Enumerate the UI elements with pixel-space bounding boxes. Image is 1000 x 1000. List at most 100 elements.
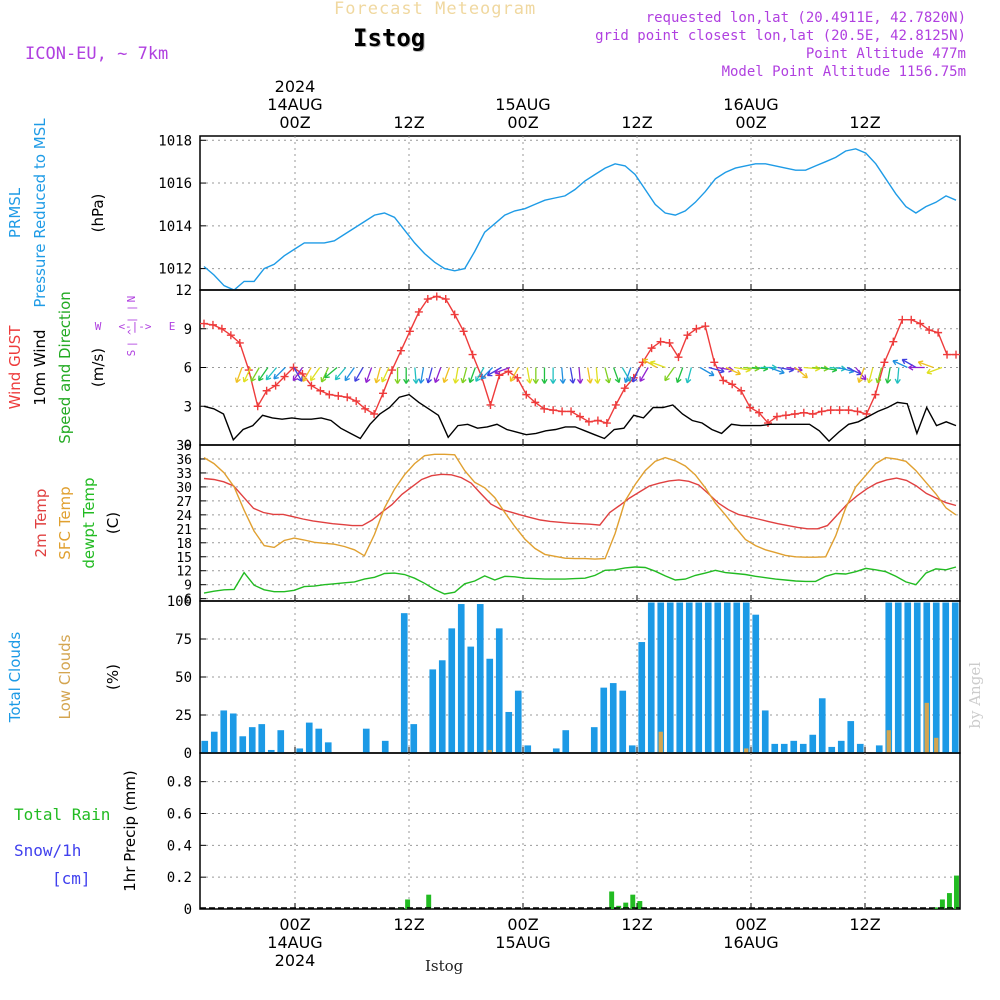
product-title: Forecast Meteogram: [334, 0, 537, 19]
precip-bar: [932, 907, 938, 909]
clouds-bar: [429, 669, 437, 753]
wind-arrow-head: [576, 378, 584, 384]
temperature-ytick-label: 36: [176, 453, 192, 468]
wind-gust-point: [737, 386, 746, 395]
wind-gust-point: [441, 295, 450, 304]
wind-arrow-shaft: [243, 367, 252, 383]
wind-arrow-shaft: [876, 367, 883, 384]
wind-gust-point: [844, 406, 853, 415]
wind-arrow-shaft: [324, 367, 338, 379]
pressure-series-0: [203, 148, 957, 291]
wind-direction-arrow: [569, 367, 576, 384]
bottom-date-label: 14AUG: [267, 933, 322, 952]
wind-direction-arrow: [639, 367, 649, 382]
wind-arrow-shaft: [461, 367, 468, 384]
precip-bar: [405, 899, 411, 909]
wind-arrow-shaft: [664, 367, 675, 381]
wind-arrow-head: [452, 378, 460, 384]
wind-arrow-shaft: [743, 366, 760, 370]
wind-direction-arrow: [442, 367, 451, 384]
wind-gust-point: [692, 324, 701, 333]
wind-gust-point: [943, 350, 952, 359]
bottom-time-label: 00Z: [735, 915, 766, 934]
wind-direction-arrow: [425, 367, 433, 384]
clouds-ytick-label: 25: [175, 708, 192, 724]
wind-direction-arrow: [452, 367, 460, 384]
wind-gust-point: [325, 390, 334, 399]
wind-gust-point: [674, 353, 683, 362]
wind-arrow-shaft: [321, 367, 330, 383]
bottom-time-label: 12Z: [849, 915, 880, 934]
clouds-ylabel-2: (%): [104, 664, 122, 690]
wind-direction-arrow: [418, 367, 425, 384]
clouds-bar: [514, 690, 522, 753]
bottom-date-label: 16AUG: [723, 933, 778, 952]
clouds-bar: [305, 722, 313, 753]
clouds-bar: [733, 602, 741, 753]
precip-ylabel-0: 1hr Precip (mm): [121, 770, 139, 891]
wind-gust-point: [764, 419, 772, 428]
wind-gust-point: [952, 350, 960, 359]
wind-gust-point: [602, 419, 611, 428]
clouds-bar: [457, 604, 465, 753]
wind-arrow-head: [297, 376, 303, 382]
clouds-bar: [875, 745, 883, 753]
wind-arrow-shaft: [427, 367, 433, 384]
clouds-bar: [942, 602, 950, 753]
wind-arrow-head: [532, 378, 539, 384]
wind-direction-arrow: [354, 367, 364, 382]
clouds-bar: [856, 743, 864, 753]
wind-direction-arrow: [302, 367, 312, 382]
bottom-time-label: 12Z: [393, 915, 424, 934]
top-date-label: 14AUG: [267, 95, 322, 114]
clouds-bar: [695, 602, 703, 753]
clouds-bar: [847, 721, 855, 753]
wind-gust-point: [853, 407, 862, 416]
wind-arrow-head: [234, 377, 241, 384]
wind-direction-arrow: [908, 364, 925, 371]
clouds-bar: [924, 702, 929, 753]
wind-arrow-shaft: [250, 367, 260, 382]
precip-bar: [623, 902, 629, 909]
pressure-frame: [199, 135, 961, 291]
wind-gust-point: [790, 410, 799, 418]
wind-gust-point: [934, 328, 943, 337]
wind-direction-arrow: [884, 367, 892, 384]
precip-bar: [946, 893, 952, 909]
wind-gust-point: [683, 331, 692, 340]
wind-series-1: [203, 393, 957, 443]
wind-gust-point: [584, 417, 593, 426]
wind-arrow-head: [320, 376, 327, 383]
pressure-ylabel-1: Pressure Reduced to MSL: [31, 118, 49, 308]
wind-arrow-shaft: [344, 367, 355, 381]
wind-arrow-head: [639, 376, 645, 382]
wind-arrow-shaft: [794, 367, 808, 379]
clouds-bar: [495, 628, 503, 753]
wind-arrow-head: [433, 377, 440, 384]
precip-ytick-label: 0.6: [167, 806, 192, 822]
clouds-ylabel-1: Low Clouds: [56, 634, 74, 719]
top-date-label: 16AUG: [723, 95, 778, 114]
clouds-bar: [752, 614, 760, 753]
pressure-ytick-label: 1018: [158, 133, 192, 149]
wind-gust-point: [593, 416, 602, 425]
clouds-bar: [744, 748, 749, 753]
wind-gust-point: [898, 315, 907, 324]
wind-series-0: [203, 295, 956, 424]
wind-arrow-shaft: [258, 367, 269, 381]
wind-arrow-shaft: [892, 360, 908, 369]
wind-gust-point: [379, 389, 388, 398]
bottom-date-label: 15AUG: [495, 933, 550, 952]
wind-arrow-shaft: [708, 366, 725, 373]
wind-gust-point: [620, 384, 629, 393]
model-point-altitude: Model Point Altitude 1156.75m: [721, 64, 966, 80]
precip-ytick-label: 0.4: [167, 838, 192, 854]
wind-direction-arrow: [460, 367, 468, 384]
wind-direction-arrow: [794, 367, 808, 379]
wind-direction-arrow: [265, 367, 278, 381]
wind-arrow-shaft: [375, 367, 381, 384]
clouds-bar: [400, 613, 408, 753]
clouds-bar: [381, 740, 389, 753]
wind-direction-arrow: [403, 367, 410, 384]
clouds-bar: [886, 730, 891, 753]
